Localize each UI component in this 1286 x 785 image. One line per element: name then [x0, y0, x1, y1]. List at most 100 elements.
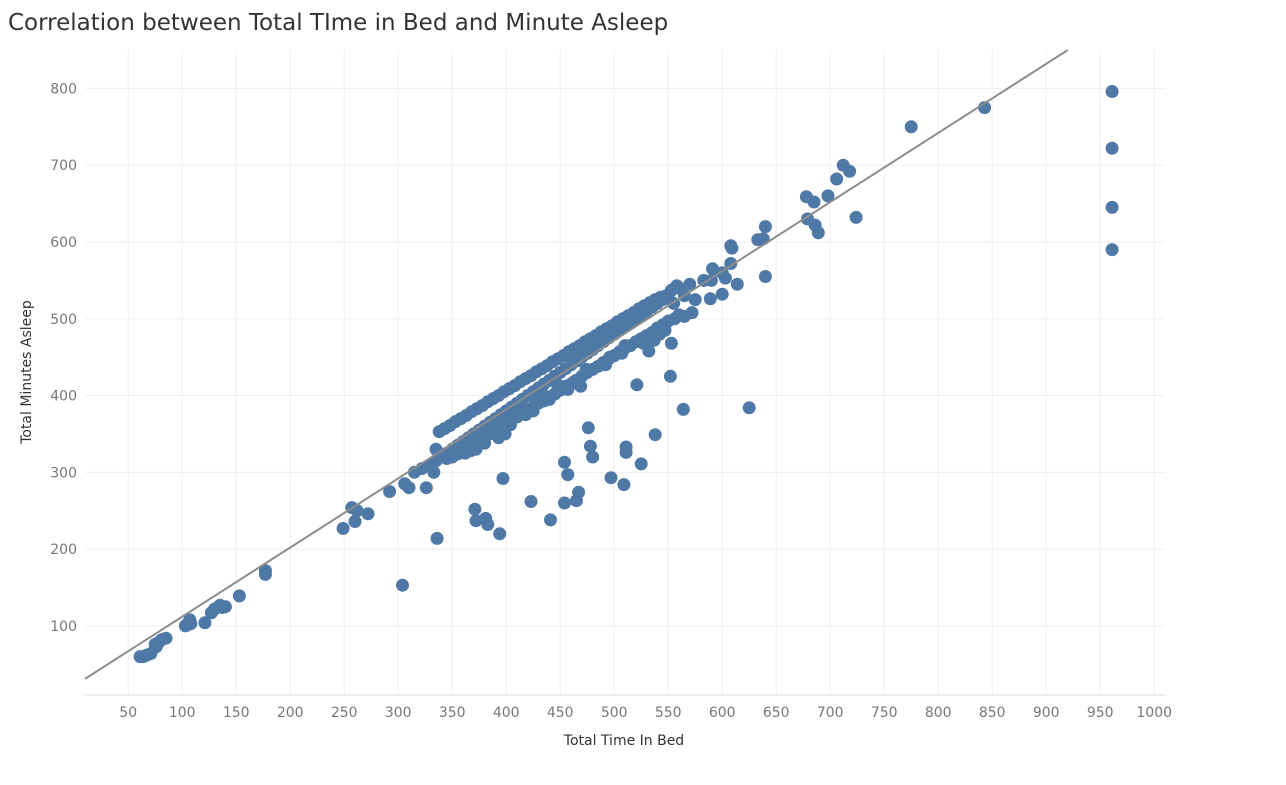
x-tick-label-900: 900	[1033, 705, 1060, 721]
data-point-173	[677, 309, 691, 323]
data-point-206	[434, 450, 448, 464]
y-tick-label-100: 100	[50, 619, 77, 635]
data-point-213	[383, 485, 397, 498]
x-tick-label-950: 950	[1087, 705, 1114, 721]
data-point-231	[558, 496, 571, 510]
x-tick-label-450: 450	[547, 705, 574, 721]
data-point-268	[133, 650, 147, 664]
data-point-1	[1105, 141, 1119, 155]
data-point-32	[688, 293, 702, 307]
data-point-31	[683, 277, 697, 291]
data-point-259	[178, 619, 192, 633]
data-point-214	[663, 369, 677, 383]
data-point-217	[742, 401, 756, 415]
x-tick-label-300: 300	[385, 705, 412, 721]
x-tick-label-650: 650	[763, 705, 790, 721]
data-point-240	[430, 531, 444, 545]
data-point-232	[524, 495, 538, 508]
data-point-218	[581, 421, 595, 435]
data-point-83	[670, 279, 684, 293]
data-point-2	[1105, 200, 1119, 214]
data-point-220	[586, 450, 600, 464]
data-point-246	[396, 578, 409, 592]
x-tick-label-850: 850	[979, 705, 1006, 721]
data-point-254	[204, 606, 218, 620]
data-point-255	[198, 616, 212, 630]
data-point-179	[636, 336, 650, 350]
x-tick-label-400: 400	[493, 705, 520, 721]
x-tick-label-200: 200	[277, 705, 304, 721]
data-point-7	[843, 164, 857, 178]
data-point-30	[703, 292, 717, 306]
data-point-28	[697, 273, 711, 287]
y-tick-label-400: 400	[50, 389, 77, 405]
data-point-228	[617, 478, 631, 492]
data-point-245	[336, 521, 350, 535]
data-point-236	[469, 514, 483, 528]
x-tick-label-800: 800	[925, 705, 952, 721]
data-point-16	[758, 220, 772, 234]
data-point-244	[361, 507, 375, 521]
data-point-26	[706, 262, 719, 276]
data-point-238	[481, 518, 495, 531]
data-point-15	[849, 210, 863, 224]
data-point-222	[619, 445, 633, 459]
x-tick-label-250: 250	[331, 705, 358, 721]
data-point-216	[630, 378, 644, 392]
data-point-224	[648, 428, 662, 442]
data-point-233	[544, 513, 557, 527]
x-tick-label-1000: 1000	[1136, 705, 1172, 721]
y-axis-ticks: 100 200 300 400 500 600 700 800	[50, 81, 77, 635]
data-point-239	[493, 527, 507, 541]
data-point-226	[561, 468, 575, 482]
x-tick-label-750: 750	[871, 705, 898, 721]
x-tick-label-550: 550	[655, 705, 682, 721]
data-point-235	[468, 502, 482, 516]
data-point-212	[398, 477, 412, 491]
y-tick-label-700: 700	[50, 158, 77, 174]
data-point-223	[634, 457, 648, 471]
data-point-21	[758, 270, 772, 283]
data-point-174	[664, 336, 678, 350]
x-axis-title: Total Time In Bed	[563, 733, 684, 749]
x-axis-ticks: 50 100 150 200 250 300 350 400 450 500 550 600 650 70…	[119, 705, 1172, 721]
x-tick-label-700: 700	[817, 705, 844, 721]
data-point-125	[432, 425, 446, 439]
data-point-183	[599, 358, 613, 372]
data-point-11	[807, 195, 821, 209]
data-point-5	[904, 120, 918, 134]
data-point-198	[492, 431, 506, 445]
x-tick-label-600: 600	[709, 705, 736, 721]
data-points	[133, 85, 1119, 664]
data-point-9	[821, 189, 835, 203]
data-point-225	[558, 455, 571, 469]
data-point-188	[550, 377, 564, 391]
data-point-219	[583, 439, 597, 453]
data-point-227	[604, 471, 618, 485]
x-tick-label-100: 100	[169, 705, 196, 721]
data-point-207	[427, 465, 441, 479]
y-tick-label-600: 600	[50, 235, 77, 251]
data-point-208	[419, 481, 433, 495]
trend-line	[84, 49, 1069, 680]
data-point-29	[715, 287, 729, 301]
y-tick-label-200: 200	[50, 542, 77, 558]
data-point-19	[756, 232, 770, 246]
data-point-184	[579, 362, 593, 376]
data-point-20	[725, 241, 739, 255]
data-point-187	[561, 382, 575, 396]
data-point-249	[232, 589, 246, 603]
data-point-0	[1105, 85, 1119, 98]
data-point-215	[676, 402, 690, 416]
data-point-230	[569, 494, 583, 508]
y-tick-label-500: 500	[50, 312, 77, 328]
x-tick-label-500: 500	[601, 705, 628, 721]
data-point-242	[348, 515, 362, 528]
x-tick-label-150: 150	[223, 705, 250, 721]
data-point-199	[484, 419, 498, 433]
x-tick-label-350: 350	[439, 705, 466, 721]
data-point-195	[508, 408, 522, 422]
data-point-14	[811, 226, 825, 240]
data-point-8	[830, 172, 844, 186]
